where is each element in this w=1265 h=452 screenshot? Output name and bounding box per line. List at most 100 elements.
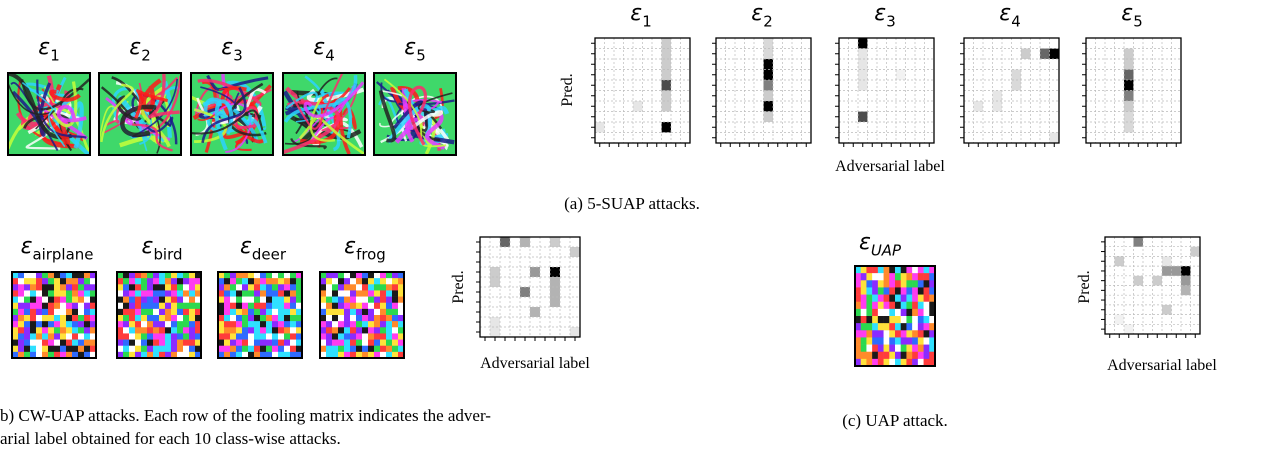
noise-pixel (236, 315, 242, 321)
noise-pixel (332, 340, 338, 346)
noise-pixel (266, 297, 272, 303)
noise-pixel (392, 346, 398, 352)
noise-pixel (901, 316, 907, 323)
noise-pixel (54, 346, 60, 352)
noise-pixel (236, 290, 242, 296)
noise-pixel (48, 321, 54, 327)
noise-pixel (248, 297, 254, 303)
noise-pixel (924, 302, 930, 309)
noise-pixel (872, 316, 878, 323)
noise-pixel (889, 295, 895, 302)
noise-pixel (374, 327, 380, 333)
noise-pixel (141, 284, 147, 290)
noise-pixel (901, 330, 907, 337)
noise-pixel (924, 273, 930, 280)
noise-pixel (326, 309, 332, 315)
noise-pixel (60, 315, 66, 321)
noise-pixel (272, 346, 278, 352)
matrix-cell (1181, 266, 1191, 276)
perturbation-image (320, 272, 404, 358)
matrix-cell (662, 49, 672, 60)
noise-pixel (224, 327, 230, 333)
noise-pixel (895, 287, 901, 294)
noise-pixel (165, 290, 171, 296)
noise-pixel (72, 278, 78, 284)
noise-pixel (42, 303, 48, 309)
noise-pixel (878, 295, 884, 302)
noise-pixel (362, 278, 368, 284)
noise-pixel (344, 315, 350, 321)
noise-pixel (368, 309, 374, 315)
noise-pixel (30, 346, 36, 352)
noise-pixel (129, 327, 135, 333)
noise-pixel (872, 280, 878, 287)
noise-pixel (147, 315, 153, 321)
matrix-cell (764, 91, 774, 102)
noise-pixel (884, 323, 890, 330)
noise-pixel (18, 327, 24, 333)
noise-pixel (165, 333, 171, 339)
noise-pixel (884, 309, 890, 316)
noise-pixel (159, 340, 165, 346)
noise-pixel (153, 315, 159, 321)
noise-pixel (66, 346, 72, 352)
noise-pixel (344, 333, 350, 339)
noise-pixel (386, 290, 392, 296)
noise-pixel (872, 352, 878, 359)
noise-pixel (236, 321, 242, 327)
noise-pixel (338, 278, 344, 284)
matrix-cell (550, 287, 560, 297)
noise-pixel (368, 333, 374, 339)
noise-pixel (861, 345, 867, 352)
noise-pixel (123, 284, 129, 290)
noise-pixel (356, 297, 362, 303)
noise-pixel (72, 327, 78, 333)
noise-pixel (362, 303, 368, 309)
epsilon-symbol: ε (404, 35, 416, 60)
perturbation-label: ε3 (221, 35, 242, 65)
matrix-cell (530, 267, 540, 277)
matrix-cell (974, 101, 984, 112)
noise-pixel (78, 309, 84, 315)
noise-pixel (165, 327, 171, 333)
noise-pixel (344, 327, 350, 333)
noise-pixel (183, 340, 189, 346)
noise-pixel (344, 340, 350, 346)
noise-pixel (230, 303, 236, 309)
noise-pixel (183, 321, 189, 327)
noise-pixel (153, 327, 159, 333)
noise-pixel (78, 340, 84, 346)
noise-pixel (290, 290, 296, 296)
noise-pixel (135, 303, 141, 309)
noise-pixel (159, 321, 165, 327)
noise-pixel (906, 287, 912, 294)
noise-pixel (254, 303, 260, 309)
matrix-cell (595, 122, 605, 133)
noise-pixel (895, 345, 901, 352)
epsilon-subscript: 4 (1011, 13, 1021, 31)
matrix-cell (1124, 80, 1134, 91)
noise-pixel (350, 284, 356, 290)
noise-pixel (254, 284, 260, 290)
noise-pixel (872, 287, 878, 294)
noise-pixel (338, 327, 344, 333)
perturbation-image (191, 73, 273, 155)
noise-pixel (84, 346, 90, 352)
noise-pixel (350, 321, 356, 327)
noise-pixel (386, 315, 392, 321)
noise-pixel (135, 278, 141, 284)
noise-pixel (123, 327, 129, 333)
noise-pixel (278, 297, 284, 303)
noise-pixel (918, 323, 924, 330)
noise-pixel (78, 315, 84, 321)
noise-pixel (889, 302, 895, 309)
matrix-cell (1124, 101, 1134, 112)
perturbation-image (99, 73, 181, 155)
noise-pixel (177, 309, 183, 315)
perturbation-label: εairplane (21, 234, 94, 264)
noise-pixel (66, 290, 72, 296)
noise-pixel (42, 333, 48, 339)
noise-pixel (326, 278, 332, 284)
noise-pixel (18, 297, 24, 303)
epsilon-symbol: ε (1121, 1, 1133, 26)
